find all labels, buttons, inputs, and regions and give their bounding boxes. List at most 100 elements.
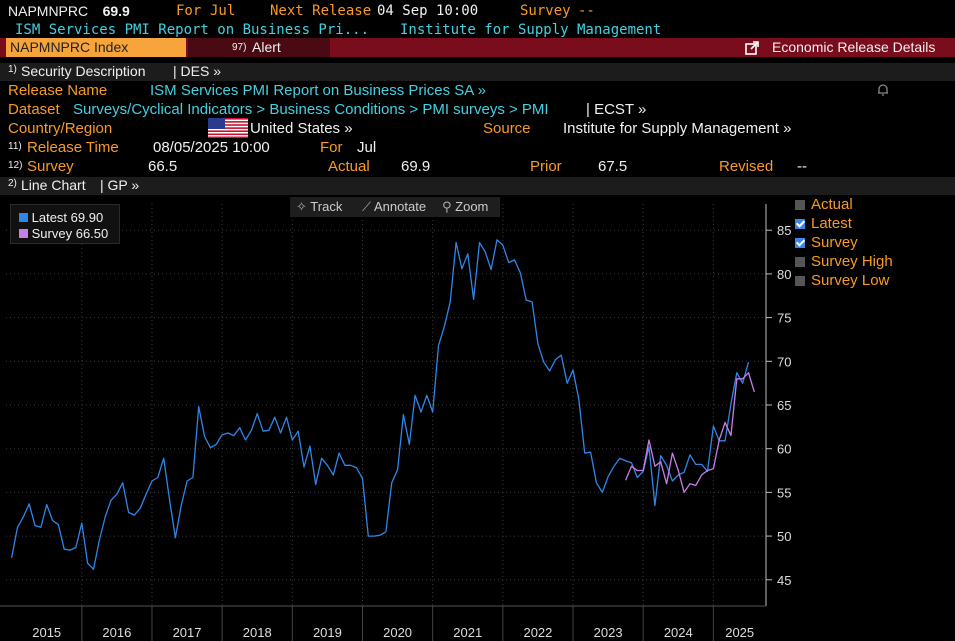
- y-tick-label: 85: [777, 223, 791, 238]
- for-label: For: [176, 3, 202, 19]
- x-tick-label: 2023: [594, 625, 623, 640]
- toggle-survey-high-label[interactable]: Survey High: [811, 253, 893, 270]
- country-value[interactable]: United States »: [250, 120, 353, 137]
- country-label: Country/Region: [8, 120, 113, 137]
- legend-survey-swatch: [19, 229, 28, 238]
- function-bar: NAPMNPRC Index 97) Alert Economic Releas…: [0, 38, 955, 57]
- track-label: Track: [310, 199, 343, 214]
- economic-release-details-button[interactable]: Economic Release Details: [745, 38, 950, 57]
- legend-latest-value: 69.90: [70, 210, 104, 225]
- index-tab[interactable]: NAPMNPRC Index: [6, 38, 186, 57]
- release-name-label: Release Name: [8, 82, 108, 99]
- release-survey-value: 66.5: [148, 158, 178, 175]
- dataset-label: Dataset: [8, 101, 60, 118]
- x-tick-label: 2020: [383, 625, 412, 640]
- pencil-icon: ⟋: [362, 199, 372, 214]
- y-tick-label: 80: [777, 267, 791, 282]
- survey-label: Survey: [520, 3, 571, 19]
- chart-num: 2): [8, 178, 17, 189]
- next-release-label: Next Release: [270, 3, 372, 19]
- desc-label: Security Description: [21, 63, 146, 79]
- zoom-button[interactable]: ⚲ Zoom: [442, 199, 488, 215]
- release-for-value: Jul: [357, 139, 377, 156]
- y-tick-label: 70: [777, 354, 791, 369]
- toggle-survey-label[interactable]: Survey: [811, 234, 858, 251]
- y-tick-label: 60: [777, 442, 791, 457]
- annotate-label: Annotate: [374, 199, 427, 214]
- x-tick-label: 2022: [523, 625, 552, 640]
- ticker-value: 69.9: [102, 3, 130, 19]
- legend-survey-value: 66.50: [75, 226, 109, 241]
- alert-button[interactable]: 97) Alert: [188, 38, 330, 57]
- release-source: Institute for Supply Management: [400, 22, 662, 38]
- series-line-latest: [10, 239, 750, 570]
- series-line-survey: [625, 372, 755, 494]
- desc-code: | DES »: [173, 63, 221, 79]
- x-tick-label: 2025: [725, 625, 754, 640]
- dataset-value[interactable]: Surveys/Cyclical Indicators > Business C…: [73, 101, 549, 118]
- release-for-label: For: [320, 139, 343, 156]
- legend-latest: Latest 69.90: [19, 210, 103, 225]
- source-value[interactable]: Institute for Supply Management »: [563, 120, 792, 137]
- legend-latest-swatch: [19, 213, 28, 222]
- y-tick-label: 50: [777, 529, 791, 544]
- x-tick-label: 2021: [453, 625, 482, 640]
- zoom-label: Zoom: [455, 199, 489, 214]
- chart-legend: Latest 69.90 Survey 66.50: [10, 204, 120, 244]
- release-time-value: 08/05/2025 10:00: [153, 139, 270, 156]
- toggle-survey-high-checkbox[interactable]: [795, 257, 805, 267]
- toggle-survey-checkbox[interactable]: [795, 238, 805, 248]
- x-tick-label: 2017: [173, 625, 202, 640]
- chart-toolbar: ✧ Track ⟋ Annotate ⚲ Zoom: [290, 197, 500, 217]
- toggle-survey-low-label[interactable]: Survey Low: [811, 272, 890, 289]
- y-tick-label: 65: [777, 398, 791, 413]
- ticker-symbol: NAPMNPRC: [8, 3, 89, 19]
- us-flag-icon: [208, 118, 248, 138]
- survey-value: --: [578, 3, 595, 19]
- toggle-actual-checkbox[interactable]: [795, 200, 805, 210]
- release-time-label[interactable]: Release Time: [27, 139, 119, 156]
- external-link-icon: [745, 41, 759, 55]
- x-tick-label: 2018: [243, 625, 272, 640]
- dataset-code[interactable]: | ECST »: [586, 101, 647, 118]
- magnifier-icon: ⚲: [442, 199, 452, 214]
- release-survey-label[interactable]: Survey: [27, 158, 74, 175]
- for-value: Jul: [210, 3, 236, 19]
- security-description-bar[interactable]: 1) Security Description | DES »: [0, 63, 955, 81]
- survey-num: 12): [8, 160, 23, 171]
- release-name-value[interactable]: ISM Services PMI Report on Business Pric…: [150, 82, 486, 99]
- y-tick-label: 55: [777, 485, 791, 500]
- x-tick-label: 2016: [102, 625, 131, 640]
- crosshair-icon: ✧: [296, 199, 307, 214]
- chart-code: | GP »: [100, 177, 140, 193]
- prior-label: Prior: [530, 158, 562, 175]
- line-chart[interactable]: 45 50 55 60 65 70 75 80 85 2015 2016 2017 2018 2019 20…: [0, 196, 955, 641]
- desc-num: 1): [8, 64, 17, 75]
- legend-survey: Survey 66.50: [19, 226, 108, 241]
- alert-label: Alert: [252, 39, 281, 55]
- legend-latest-name: Latest: [31, 210, 68, 225]
- prior-value: 67.5: [598, 158, 628, 175]
- x-tick-label: 2019: [313, 625, 342, 640]
- toggle-latest-checkbox[interactable]: [795, 219, 805, 229]
- actual-value: 69.9: [401, 158, 431, 175]
- actual-label: Actual: [328, 158, 370, 175]
- toggle-actual-label[interactable]: Actual: [811, 196, 853, 213]
- next-release-value: 04 Sep 10:00: [377, 3, 479, 19]
- source-label: Source: [483, 120, 531, 137]
- release-time-num: 11): [8, 141, 22, 152]
- toggle-latest-label[interactable]: Latest: [811, 215, 852, 232]
- y-tick-label: 75: [777, 311, 791, 326]
- bell-icon[interactable]: [876, 83, 890, 97]
- annotate-button[interactable]: ⟋ Annotate: [362, 199, 426, 215]
- chart-label: Line Chart: [21, 177, 86, 193]
- alert-num: 97): [232, 42, 247, 53]
- y-tick-label: 45: [777, 573, 791, 588]
- release-title: ISM Services PMI Report on Business Pri.…: [15, 22, 370, 38]
- revised-value: --: [797, 158, 807, 175]
- x-tick-label: 2024: [664, 625, 693, 640]
- details-label: Economic Release Details: [772, 39, 936, 55]
- toggle-survey-low-checkbox[interactable]: [795, 276, 805, 286]
- track-button[interactable]: ✧ Track: [296, 199, 342, 215]
- line-chart-bar[interactable]: 2) Line Chart | GP »: [0, 177, 955, 195]
